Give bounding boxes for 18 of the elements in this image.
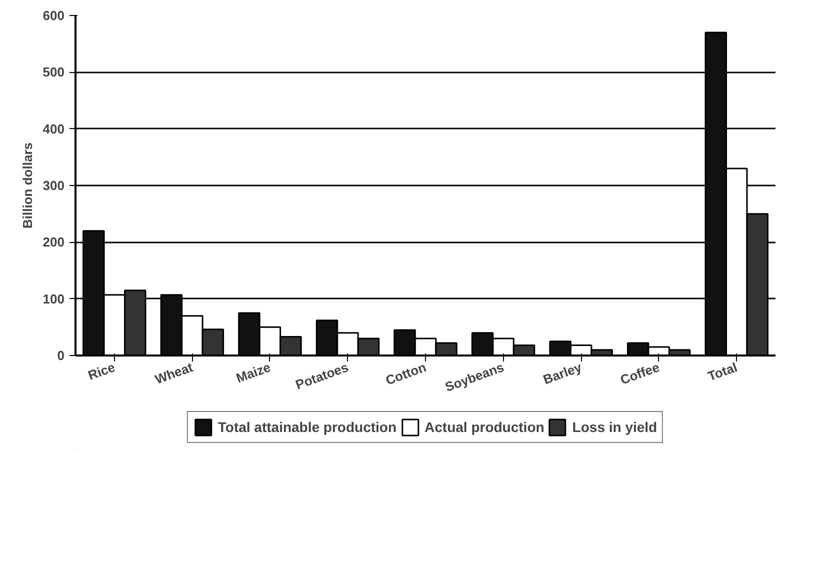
y-tick-label: 600 [42, 8, 65, 23]
x-tick-label: Coffee [618, 359, 662, 388]
legend-label: Actual production [424, 418, 544, 434]
x-tick-label: Barley [541, 359, 584, 388]
x-tick-label: Wheat [152, 359, 196, 387]
y-tick-label: 500 [42, 64, 65, 80]
x-tick-label: Total [706, 359, 740, 384]
y-tick-label: 400 [42, 121, 65, 136]
y-tick-label: 0 [57, 348, 65, 363]
x-tick-label: Cotton [384, 359, 428, 388]
legend-label: Loss in yield [572, 418, 658, 434]
legend-label: Total attainable production [218, 418, 397, 434]
x-tick-label: Rice [86, 359, 117, 383]
x-tick-label: Maize [234, 359, 273, 386]
y-tick-label: 100 [42, 291, 65, 306]
y-tick-label: 200 [42, 234, 65, 250]
y-axis-title: Billion dollars [20, 142, 35, 228]
y-tick-label: 300 [42, 178, 65, 193]
